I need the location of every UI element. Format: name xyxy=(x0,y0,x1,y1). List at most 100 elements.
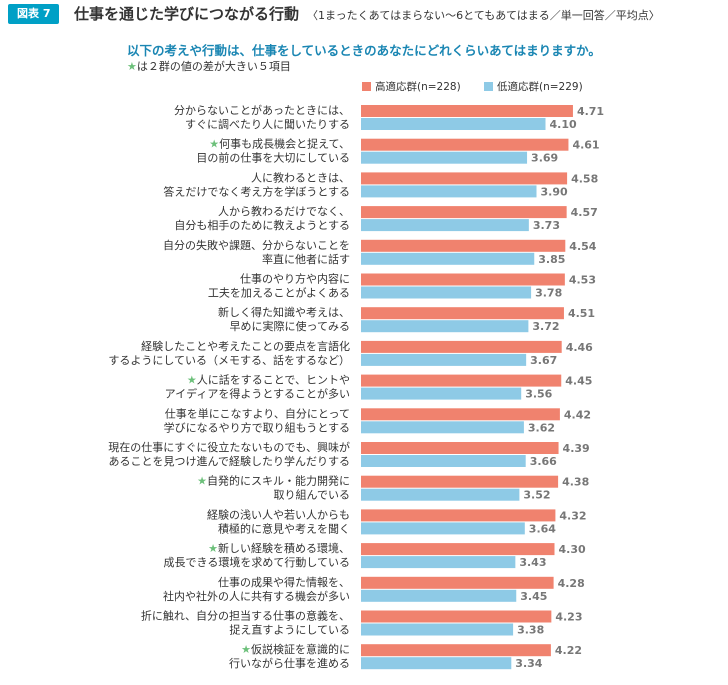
legend-swatch-low xyxy=(484,82,493,91)
bar-low xyxy=(361,657,512,670)
category-row: 現在の仕事にすぐに役立たないものでも、興味があることを見つけ進んで経験したり学ん… xyxy=(108,440,589,468)
bar-high xyxy=(361,442,559,454)
value-label-low: 3.85 xyxy=(538,253,565,266)
category-row: 新しく得た知識や考えは、早めに実際に使ってみる 4.51 3.72 xyxy=(218,305,595,333)
category-label: 人から教わるだけでなく、 xyxy=(218,205,350,218)
bar-low xyxy=(361,252,535,265)
bar-low xyxy=(361,353,527,366)
value-label-high: 4.58 xyxy=(571,172,598,185)
value-label-low: 3.66 xyxy=(530,455,557,468)
category-label: 経験の浅い人や若い人からも xyxy=(207,507,350,521)
bar-low xyxy=(361,387,522,400)
bar-high xyxy=(361,644,551,657)
bar-high xyxy=(361,374,562,387)
value-label-low: 3.69 xyxy=(531,152,558,165)
category-label: 経験したことや考えたことの要点を言語化 xyxy=(141,339,350,353)
value-label-low: 3.34 xyxy=(515,657,542,670)
value-label-high: 4.53 xyxy=(569,274,596,287)
star-note: ★は２群の値の差が大きい５項目 xyxy=(127,58,291,74)
value-label-high: 4.45 xyxy=(565,375,592,388)
category-row: 折に触れ、自分の担当する仕事の意義を、捉え直すようにしている 4.23 3.38 xyxy=(141,609,583,637)
category-label: ★自発的にスキル・能力開発に xyxy=(197,474,350,488)
category-label: 取り組んでいる xyxy=(274,489,350,502)
star-icon: ★ xyxy=(127,60,137,73)
category-label: 折に触れ、自分の担当する仕事の意義を、 xyxy=(141,609,350,623)
bar-low xyxy=(361,623,514,636)
bar-high xyxy=(361,105,573,117)
category-label: あることを見つけ進んで経験したり学んだりする xyxy=(109,454,350,468)
category-label: 仕事を単にこなすより、自分にとって xyxy=(165,406,350,420)
category-label: ★人に話をすることで、ヒントや xyxy=(187,373,350,387)
legend-item-low: 低適応群(n=229) xyxy=(484,79,583,94)
chart-subtitle: 〈1まったくあてはまらない〜6とてもあてはまる／単一回答／平均点〉 xyxy=(307,9,660,22)
value-label-high: 4.28 xyxy=(558,577,585,590)
category-label: ★何事も成長機会と捉えて、 xyxy=(209,137,350,151)
category-label: するようにしている（メモする、話をするなど） xyxy=(108,353,350,367)
bar-high xyxy=(361,172,568,185)
bar-high xyxy=(361,475,559,488)
legend-swatch-high xyxy=(362,82,371,91)
value-label-high: 4.22 xyxy=(555,644,582,657)
category-label: 答えだけでなく考え方を学ぼうとする xyxy=(163,184,350,198)
value-label-low: 3.73 xyxy=(533,219,560,232)
bar-high xyxy=(361,408,560,421)
legend-label-high: 高適応群(n=228) xyxy=(375,81,461,93)
value-label-low: 3.38 xyxy=(517,624,544,637)
category-label: 社内や社外の人に共有する機会が多い xyxy=(163,589,350,603)
bar-high xyxy=(361,610,552,623)
survey-question: 以下の考えや行動は、仕事をしているときのあなたにどれくらいあてはまりますか。 xyxy=(127,43,601,58)
star-icon: ★ xyxy=(209,138,219,151)
bar-low xyxy=(361,589,517,602)
bar-high xyxy=(361,509,556,522)
value-label-low: 3.62 xyxy=(528,421,555,434)
bar-low xyxy=(361,455,526,467)
value-label-low: 3.52 xyxy=(523,489,550,502)
star-note-text: は２群の値の差が大きい５項目 xyxy=(136,60,291,73)
category-label: アイディアを得ようとすることが多い xyxy=(165,387,350,401)
category-row: 人から教わるだけでなく、自分も相手のために教えようとする 4.57 3.73 xyxy=(174,205,597,232)
bar-high xyxy=(361,206,567,219)
category-label: 学びになるやり方で取り組もうとする xyxy=(164,420,350,434)
bar-low xyxy=(361,522,525,535)
category-label: ★新しい経験を積める環境、 xyxy=(208,541,350,555)
category-label: 捉え直すようにしている xyxy=(229,623,350,637)
value-label-high: 4.39 xyxy=(563,442,590,455)
category-label: 仕事のやり方や内容に xyxy=(240,272,350,286)
category-label: 現在の仕事にすぐに役立たないものでも、興味が xyxy=(108,440,350,454)
category-label: 行いながら仕事を進める xyxy=(229,656,350,670)
category-label: 分からないことがあったときには、 xyxy=(174,103,350,117)
category-label: 率直に他者に話す xyxy=(262,252,350,266)
value-label-low: 3.78 xyxy=(535,287,562,300)
value-label-high: 4.30 xyxy=(559,543,586,556)
bar-low xyxy=(361,556,516,569)
category-label: 工夫を加えることがよくある xyxy=(208,286,350,300)
bar-low xyxy=(361,185,537,198)
category-label: 新しく得た知識や考えは、 xyxy=(218,305,350,319)
bar-low xyxy=(361,320,529,333)
category-label: ★仮説検証を意識的に xyxy=(241,642,350,656)
bar-high xyxy=(361,138,569,151)
value-label-low: 3.43 xyxy=(519,556,546,569)
category-row: ★何事も成長機会と捉えて、目の前の仕事を大切にしている 4.61 3.69 xyxy=(196,137,599,165)
value-label-low: 4.10 xyxy=(550,118,577,131)
category-label: 成長できる環境を求めて行動している xyxy=(164,555,350,569)
value-label-low: 3.67 xyxy=(530,354,557,367)
chart-title-text: 仕事を通じた学びにつながる行動 xyxy=(74,5,300,23)
star-icon: ★ xyxy=(197,475,207,488)
value-label-high: 4.61 xyxy=(572,139,599,152)
star-icon: ★ xyxy=(187,374,197,387)
figure-badge: 図表 7 xyxy=(8,4,60,24)
value-label-high: 4.57 xyxy=(571,206,598,219)
category-row: ★新しい経験を積める環境、成長できる環境を求めて行動している 4.30 3.43 xyxy=(164,541,586,569)
bar-low xyxy=(361,488,520,501)
category-label: 仕事の成果や得た情報を、 xyxy=(218,576,350,589)
category-label: 自分の失敗や課題、分からないことを xyxy=(163,238,350,252)
category-row: 仕事の成果や得た情報を、社内や社外の人に共有する機会が多い 4.28 3.45 xyxy=(163,576,585,603)
value-label-high: 4.23 xyxy=(555,611,582,624)
